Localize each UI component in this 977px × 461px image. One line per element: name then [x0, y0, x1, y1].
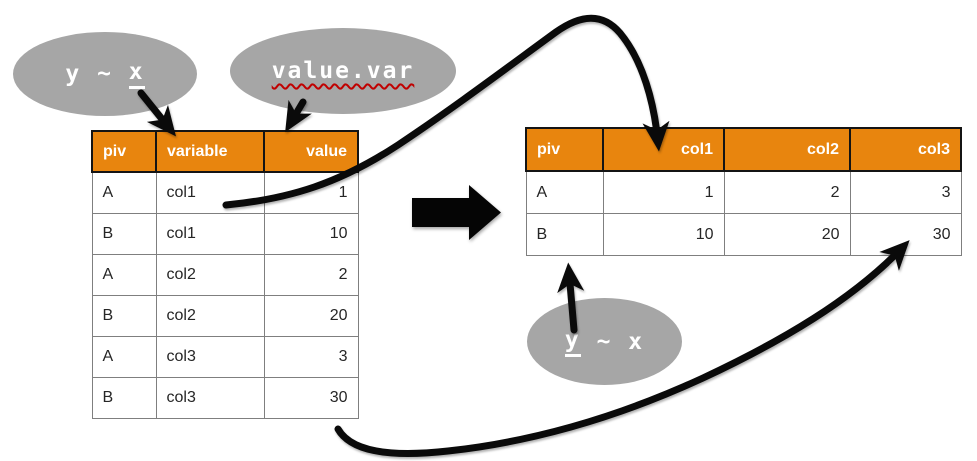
column-header: col1: [602, 127, 725, 172]
column-header: variable: [155, 130, 265, 173]
callout-text: y: [564, 327, 581, 357]
piv-cell: A: [91, 336, 157, 378]
value-cell: 3: [849, 170, 962, 214]
piv-cell: B: [91, 377, 157, 419]
value-cell: 10: [263, 213, 359, 255]
variable-cell: col2: [155, 254, 265, 296]
variable-cell: col2: [155, 295, 265, 337]
value-cell: 2: [263, 254, 359, 296]
table-row: B 10 20 30: [525, 213, 962, 256]
callout-formula-y-tilde-x: y ~ x: [13, 32, 197, 116]
piv-cell: B: [525, 213, 604, 256]
transform-block-arrow-icon: [412, 185, 501, 240]
piv-cell: A: [91, 171, 157, 214]
variable-cell: col1: [155, 213, 265, 255]
callout-formula-y-tilde-x-cast: y ~ x: [527, 298, 682, 385]
variable-cell: col3: [155, 377, 265, 419]
column-header: col3: [849, 127, 962, 172]
column-header: value: [263, 130, 359, 173]
piv-cell: B: [91, 213, 157, 255]
table-header-row: piv variable value: [91, 130, 359, 173]
column-header: piv: [91, 130, 157, 173]
column-header: col2: [723, 127, 851, 172]
table-header-row: piv col1 col2 col3: [525, 127, 962, 172]
value-cell: 30: [849, 213, 962, 256]
piv-cell: A: [91, 254, 157, 296]
callout-text: value.var: [271, 58, 415, 84]
variable-cell: col3: [155, 336, 265, 378]
value-cell: 3: [263, 336, 359, 378]
value-cell: 1: [263, 171, 359, 214]
callout-text: ~ x: [580, 328, 645, 355]
value-cell: 2: [723, 170, 851, 214]
callout-value-var: value.var: [230, 28, 456, 114]
callout-text: x: [128, 59, 145, 89]
callout-text: y ~: [65, 61, 129, 87]
value-cell: 20: [263, 295, 359, 337]
piv-cell: A: [525, 170, 604, 214]
variable-cell: col1: [155, 171, 265, 214]
piv-cell: B: [91, 295, 157, 337]
value-cell: 1: [602, 170, 725, 214]
column-header: piv: [525, 127, 604, 172]
value-cell: 20: [723, 213, 851, 256]
wide-format-table: piv col1 col2 col3 A 1 2 3 B 10 20 30: [525, 127, 962, 256]
value-cell: 10: [602, 213, 725, 256]
value-cell: 30: [263, 377, 359, 419]
